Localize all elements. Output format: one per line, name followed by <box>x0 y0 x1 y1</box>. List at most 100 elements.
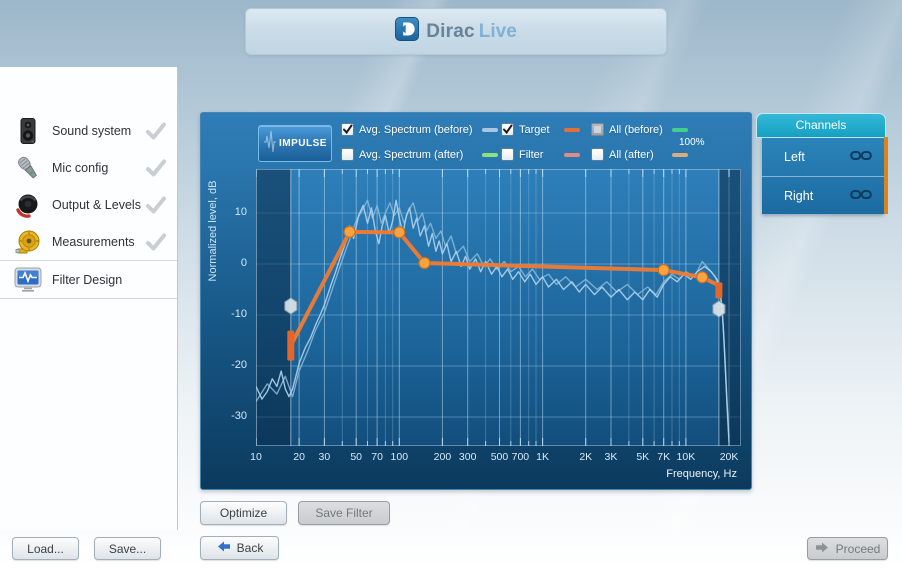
target-right-anchor-handle[interactable] <box>715 282 723 299</box>
legend-item-all-after: All (after) <box>591 148 688 161</box>
checkmark-icon <box>145 233 167 251</box>
legend-checkbox-target[interactable] <box>501 123 514 136</box>
sidebar-item-label: Filter Design <box>52 272 123 287</box>
steps-sidebar: Sound system Mic config Output & Levels Mea… <box>0 67 178 530</box>
checkmark-icon <box>145 196 167 214</box>
target-control-point[interactable] <box>343 225 356 239</box>
x-tick-label: 200 <box>433 451 452 463</box>
filter-design-icon <box>13 265 43 295</box>
proceed-arrow-icon <box>815 541 830 557</box>
legend-swatch <box>672 152 688 157</box>
x-tick-label: 500 <box>490 451 509 463</box>
proceed-button[interactable]: Proceed <box>807 537 888 560</box>
x-tick-label: 700 <box>511 451 530 463</box>
gridlines <box>256 169 741 446</box>
legend-checkbox-avg-spectrum-before[interactable] <box>341 123 354 136</box>
legend-item-all-before: All (before) <box>591 123 688 136</box>
impulse-button-label: IMPULSE <box>279 138 327 149</box>
x-tick-label: 7K <box>657 451 671 463</box>
target-control-point[interactable] <box>657 263 670 277</box>
sidebar-item-label: Measurements <box>52 234 135 249</box>
save-button[interactable]: Save... <box>94 537 161 560</box>
channel-item-left[interactable]: Left <box>762 138 884 176</box>
logo-text-dirac: Dirac <box>426 20 475 42</box>
legend-checkbox-all-after[interactable] <box>591 148 604 161</box>
legend-checkbox-all-before[interactable] <box>591 123 604 136</box>
x-tick-label: 300 <box>458 451 477 463</box>
x-tick-label: 20K <box>719 451 739 463</box>
sidebar-item-label: Mic config <box>52 160 109 175</box>
avg-spectrum-before-left-curve <box>256 199 730 443</box>
legend-label: Target <box>519 123 550 136</box>
x-tick-label: 5K <box>636 451 650 463</box>
x-axis-title: Frequency, Hz <box>666 468 737 480</box>
knob-icon <box>13 190 43 220</box>
y-tick-label: -10 <box>231 308 247 320</box>
x-tick-label: 10K <box>676 451 696 463</box>
sidebar-item-output-levels[interactable]: Output & Levels <box>0 186 177 223</box>
dirac-logo-icon <box>395 17 420 46</box>
channel-label: Right <box>784 188 814 203</box>
sidebar-item-measurements[interactable]: Measurements <box>0 223 177 260</box>
tape-measure-icon <box>13 227 43 257</box>
legend-checkbox-filter[interactable] <box>501 148 514 161</box>
load-button[interactable]: Load... <box>12 537 79 560</box>
x-tick-label: 3K <box>604 451 618 463</box>
back-button-label: Back <box>236 541 264 555</box>
legend-checkbox-avg-spectrum-after[interactable] <box>341 148 354 161</box>
right-curtain-handle[interactable] <box>712 300 726 318</box>
y-axis-title: Normalized level, dB <box>207 180 219 282</box>
impulse-button[interactable]: IMPULSE <box>258 125 332 162</box>
x-tick-label: 30 <box>318 451 331 463</box>
legend-label: Filter <box>519 148 544 161</box>
channels-accent-bar <box>884 137 888 214</box>
filter-design-panel: IMPULSE Avg. Spectrum (before) Target All … <box>200 112 752 490</box>
sidebar-item-sound-system[interactable]: Sound system <box>0 112 177 149</box>
speaker-icon <box>13 116 43 146</box>
target-left-anchor-handle[interactable] <box>287 330 295 361</box>
x-tick-label: 2K <box>579 451 593 463</box>
legend-item-target: Target <box>501 123 580 136</box>
legend-item-avg-spectrum-after: Avg. Spectrum (after) <box>341 148 498 161</box>
sidebar-item-mic-config[interactable]: Mic config <box>0 149 177 186</box>
frequency-response-plot[interactable] <box>256 169 741 446</box>
link-icon[interactable] <box>850 150 872 164</box>
impulse-waveform-icon <box>263 130 277 157</box>
channel-label: Left <box>784 150 805 164</box>
legend-label: All (before) <box>609 123 663 136</box>
y-tick-label: 10 <box>234 206 247 218</box>
microphone-icon <box>13 153 43 183</box>
target-control-point[interactable] <box>418 256 431 270</box>
x-tick-label: 10 <box>250 451 262 463</box>
target-control-point[interactable] <box>393 226 406 239</box>
channels-panel: Left Right <box>762 138 884 214</box>
link-icon[interactable] <box>850 189 872 203</box>
dirac-live-logo: Dirac Live <box>395 17 517 46</box>
sidebar-item-filter-design[interactable]: Filter Design <box>0 260 177 299</box>
legend-item-avg-spectrum-before: Avg. Spectrum (before) <box>341 123 498 136</box>
all-before-percent: 100% <box>679 137 705 148</box>
checkmark-icon <box>145 159 167 177</box>
plot-background <box>256 169 741 446</box>
legend-swatch <box>482 127 498 132</box>
save-filter-button[interactable]: Save Filter <box>298 501 390 525</box>
y-tick-label: -20 <box>231 359 247 371</box>
channel-item-right[interactable]: Right <box>762 176 884 214</box>
legend-item-filter: Filter <box>501 148 580 161</box>
app-header: Dirac Live <box>245 8 667 55</box>
left-curtain-handle[interactable] <box>284 297 298 315</box>
y-tick-label: -30 <box>231 410 247 422</box>
legend-label: All (after) <box>609 148 654 161</box>
optimize-button[interactable]: Optimize <box>200 501 287 525</box>
proceed-button-label: Proceed <box>835 541 881 556</box>
y-tick-label: 0 <box>240 257 247 269</box>
target-control-point[interactable] <box>696 271 709 284</box>
legend-swatch <box>564 152 580 157</box>
legend-swatch <box>482 152 498 157</box>
channels-header: Channels <box>756 113 886 138</box>
legend-label: Avg. Spectrum (after) <box>359 148 464 161</box>
x-tick-label: 70 <box>371 451 383 463</box>
sidebar-item-label: Sound system <box>52 123 132 138</box>
back-button[interactable]: Back <box>200 536 279 560</box>
axis-ticks <box>256 169 730 446</box>
